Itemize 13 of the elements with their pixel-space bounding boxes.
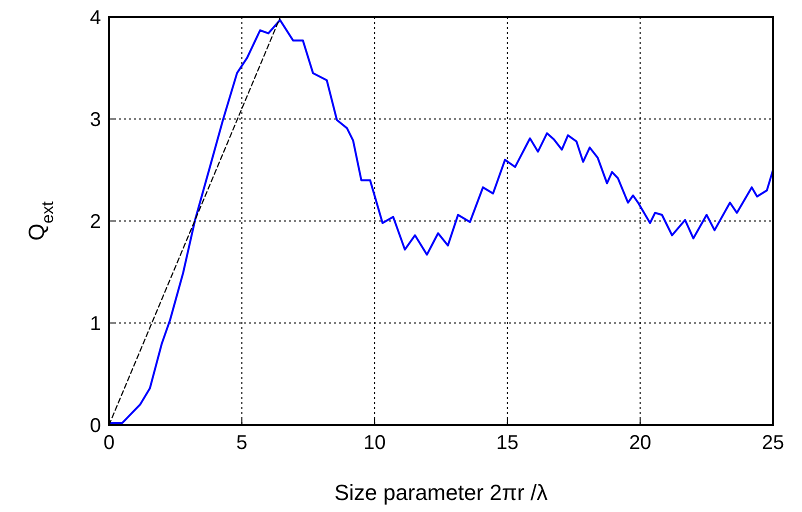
x-tick-label: 25 — [762, 432, 784, 454]
y-tick-label: 4 — [90, 7, 101, 29]
y-tick-label: 3 — [90, 109, 101, 131]
x-tick-label: 20 — [629, 432, 652, 454]
x-tick-label: 5 — [236, 432, 248, 454]
line-series — [108, 19, 774, 424]
y-tick-label: 2 — [90, 211, 101, 233]
x-tick-label: 15 — [496, 432, 519, 454]
x-tick-label: 0 — [103, 432, 115, 454]
x-axis-title: Size parameter 2πr /λ — [334, 480, 548, 505]
x-tick-label: 10 — [363, 432, 386, 454]
y-tick-label: 1 — [90, 313, 101, 335]
y-tick-label: 0 — [90, 415, 101, 437]
